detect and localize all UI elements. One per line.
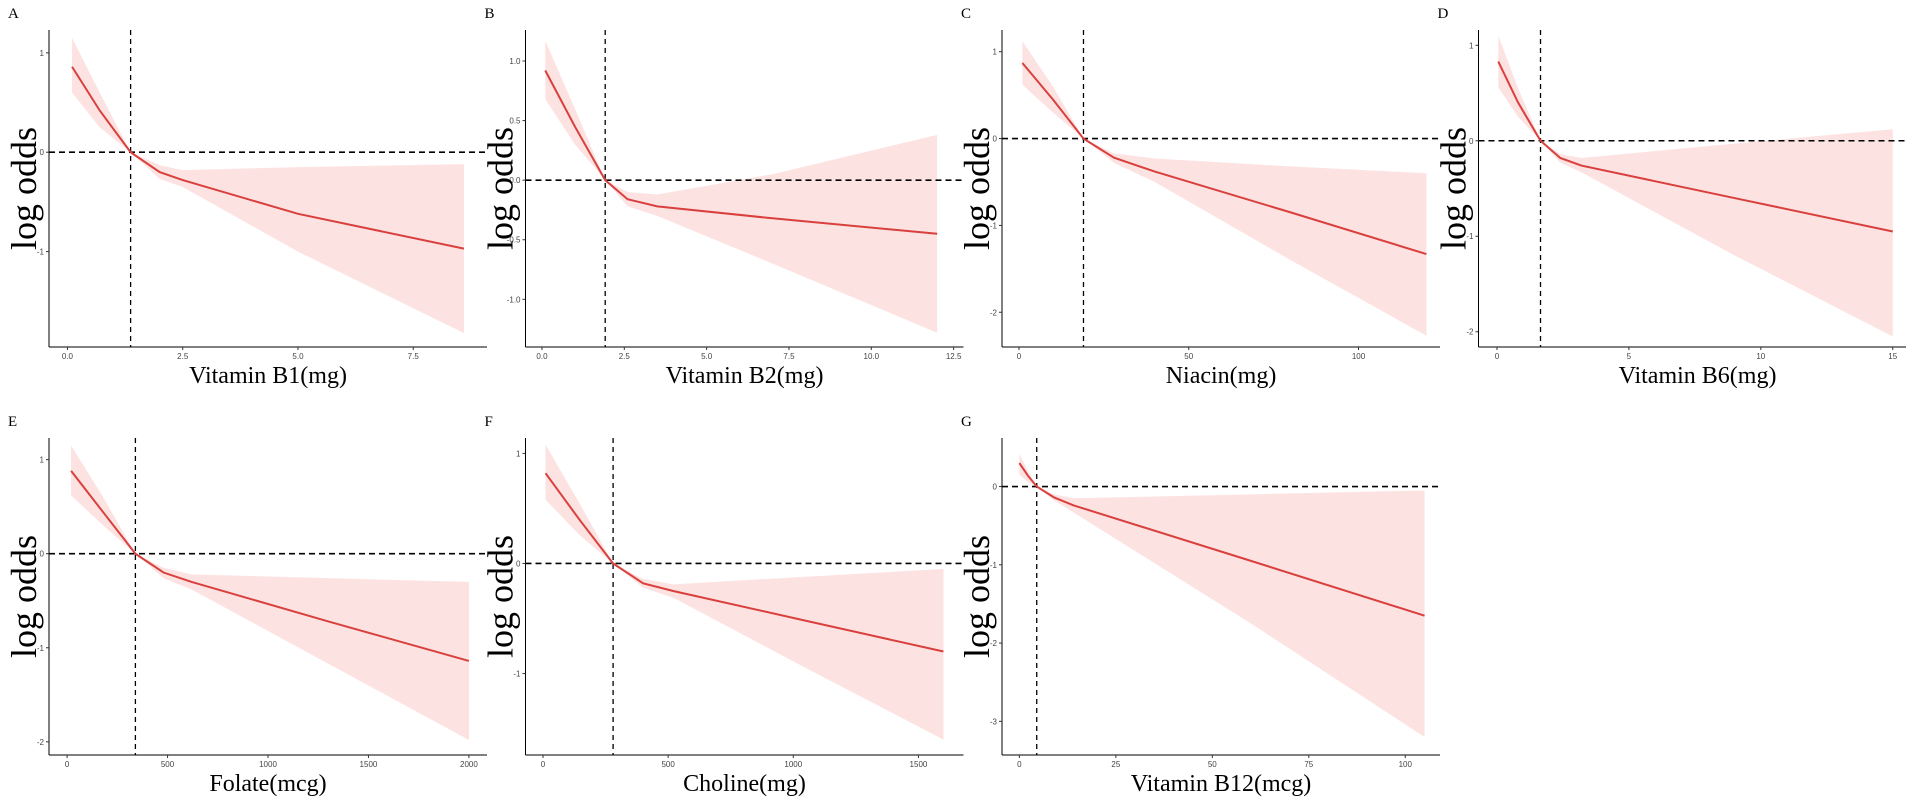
x-tick-label: 10	[1756, 352, 1765, 361]
x-tick-label: 75	[1304, 760, 1313, 769]
confidence-band	[72, 37, 464, 334]
y-tick-label: 1	[993, 48, 998, 57]
y-tick-label: 1	[1469, 41, 1474, 50]
x-tick-label: 0.0	[62, 352, 74, 361]
y-tick-label: -2	[990, 639, 998, 648]
confidence-band	[545, 40, 938, 333]
y-tick-label: 0.0	[509, 176, 521, 185]
x-tick-label: 50	[1208, 760, 1217, 769]
x-tick-label: 2.5	[177, 352, 189, 361]
x-tick-label: 2000	[460, 760, 478, 769]
y-tick-label: -1	[990, 221, 998, 230]
curve	[544, 70, 938, 235]
curve	[544, 472, 944, 653]
y-tick-label: 0	[993, 135, 998, 144]
x-axis-label: Vitamin B1(mg)	[189, 363, 347, 389]
y-tick-label: 1	[40, 456, 45, 465]
confidence-band	[545, 444, 944, 740]
y-tick-label: 1.0	[509, 57, 521, 66]
y-tick-label: -2	[1466, 328, 1474, 337]
y-axis-label: log odds	[4, 127, 44, 250]
panel-label: A	[8, 6, 19, 22]
x-tick-label: 100	[1352, 352, 1366, 361]
y-tick-label: 1	[516, 449, 521, 458]
x-tick-label: 0.0	[536, 352, 548, 361]
y-axis-label: log odds	[481, 535, 521, 658]
x-tick-label: 5	[1627, 352, 1632, 361]
x-axis-label: Vitamin B6(mg)	[1619, 363, 1777, 389]
curve	[1497, 61, 1893, 233]
x-tick-label: 0	[65, 760, 70, 769]
x-tick-label: 10.0	[864, 352, 880, 361]
panel-label: D	[1438, 6, 1449, 22]
panel-label: B	[485, 6, 495, 22]
x-tick-label: 100	[1399, 760, 1413, 769]
x-tick-label: 5.0	[701, 352, 713, 361]
y-axis-label: log odds	[1434, 127, 1474, 250]
y-tick-label: -1	[990, 561, 998, 570]
y-tick-label: -3	[990, 717, 998, 726]
x-tick-label: 1000	[259, 760, 277, 769]
x-tick-label: 15	[1888, 352, 1897, 361]
y-tick-label: -2	[37, 738, 45, 747]
x-axis-label: Folate(mcg)	[209, 771, 326, 797]
y-tick-label: 1	[40, 49, 45, 58]
x-tick-label: 12.5	[946, 352, 962, 361]
panel-label: G	[961, 414, 972, 430]
x-tick-label: 0	[1495, 352, 1500, 361]
y-tick-label: 0	[40, 550, 45, 559]
x-tick-label: 2.5	[619, 352, 631, 361]
y-tick-label: -1	[513, 670, 521, 679]
x-tick-label: 7.5	[783, 352, 795, 361]
confidence-band	[1022, 41, 1427, 336]
x-tick-label: 0	[541, 760, 546, 769]
y-tick-label: 0	[993, 483, 998, 492]
x-tick-label: 5.0	[292, 352, 304, 361]
confidence-band	[1019, 453, 1425, 737]
y-tick-label: -2	[990, 308, 998, 317]
y-tick-label: 0	[40, 148, 45, 157]
y-tick-label: -1	[37, 644, 45, 653]
x-tick-label: 500	[161, 760, 175, 769]
y-tick-label: -1	[1466, 232, 1474, 241]
panel-label: C	[961, 6, 971, 22]
x-axis-label: Vitamin B12(mcg)	[1131, 771, 1312, 797]
x-tick-label: 500	[661, 760, 675, 769]
x-tick-label: 0	[1017, 760, 1022, 769]
y-tick-label: 0	[1469, 137, 1474, 146]
x-tick-label: 7.5	[408, 352, 420, 361]
x-tick-label: 25	[1111, 760, 1120, 769]
x-tick-label: 0	[1017, 352, 1022, 361]
panel-label: F	[485, 414, 493, 430]
y-axis-label: log odds	[957, 535, 997, 658]
x-tick-label: 1000	[784, 760, 802, 769]
x-tick-label: 50	[1184, 352, 1193, 361]
curve	[71, 66, 465, 250]
y-tick-label: 0	[516, 559, 521, 568]
panel-label: E	[8, 414, 17, 430]
x-axis-label: Choline(mg)	[683, 771, 806, 797]
y-axis-label: log odds	[957, 127, 997, 250]
confidence-band	[71, 445, 469, 740]
x-tick-label: 1500	[360, 760, 378, 769]
y-tick-label: -0.5	[507, 236, 521, 245]
curve	[1021, 62, 1427, 256]
y-tick-label: -1.0	[507, 295, 521, 304]
x-axis-label: Niacin(mg)	[1166, 363, 1277, 389]
confidence-band	[1498, 35, 1893, 337]
x-axis-label: Vitamin B2(mg)	[666, 363, 824, 389]
y-tick-label: 0.5	[509, 117, 521, 126]
y-tick-label: -1	[37, 248, 45, 257]
curve	[70, 470, 470, 662]
curve	[1018, 462, 1425, 617]
y-axis-label: log odds	[481, 127, 521, 250]
y-axis-label: log odds	[4, 535, 44, 658]
x-tick-label: 1500	[910, 760, 928, 769]
